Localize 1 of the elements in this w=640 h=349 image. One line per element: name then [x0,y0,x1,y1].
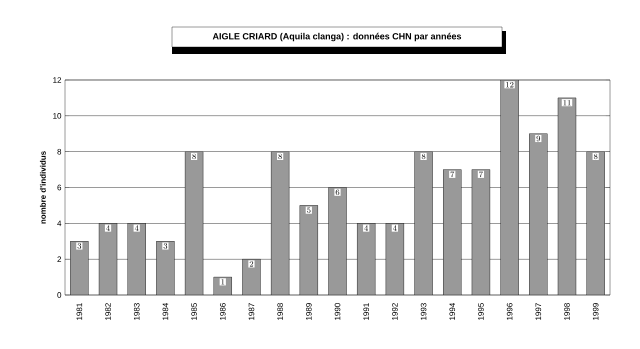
chart-title: AIGLE CRIARD (Aquila clanga) : données CHN par années [212,32,462,42]
